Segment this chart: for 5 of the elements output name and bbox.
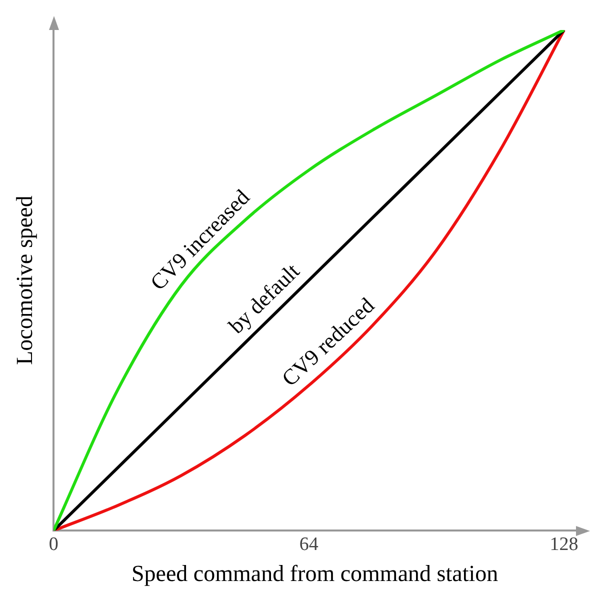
x-tick-label: 64: [299, 534, 319, 555]
x-axis-title: Speed command from command station: [131, 561, 499, 586]
x-tick-label: 128: [550, 534, 578, 555]
x-tick-label: 0: [48, 534, 58, 555]
y-axis-title: Locomotive speed: [12, 195, 37, 365]
